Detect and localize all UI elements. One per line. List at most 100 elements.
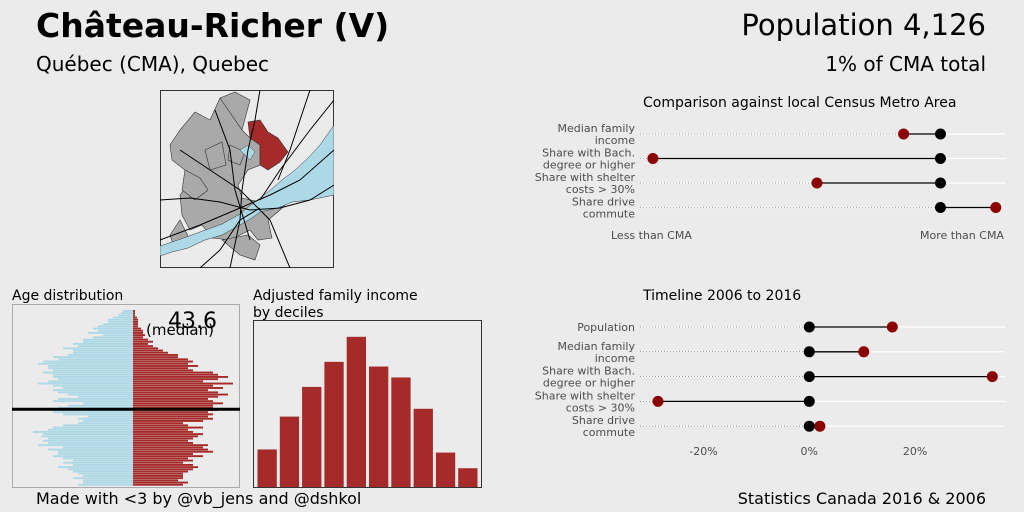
age-bar-male (63, 387, 133, 389)
age-bar-male (53, 376, 133, 378)
age-bar-female (133, 391, 218, 394)
age-bar-female (133, 314, 135, 317)
age-bar-female (133, 411, 208, 414)
age-bar-female (133, 435, 198, 438)
age-bar-female (133, 426, 203, 429)
age-bar-male (48, 428, 133, 431)
age-bar-female (133, 472, 183, 475)
reference-point (803, 346, 815, 358)
value-point (647, 153, 659, 164)
age-bar-female (133, 483, 183, 486)
age-bar-male (43, 360, 133, 363)
value-point (990, 202, 1002, 213)
age-bar-female (133, 459, 193, 462)
category-label: Median family income (558, 340, 636, 365)
age-bar-female (133, 360, 193, 363)
age-bar-male (73, 470, 133, 473)
age-bar-female (133, 332, 143, 334)
age-chart-title: Age distribution (12, 288, 124, 304)
age-bar-female (133, 323, 138, 326)
age-bar-male (93, 327, 133, 330)
age-bar-female (133, 318, 138, 321)
age-bar-male (63, 347, 133, 350)
age-bar-female (133, 428, 188, 431)
age-bar-male (43, 439, 133, 442)
age-bar-male (53, 356, 133, 359)
income-bar (413, 408, 433, 487)
age-bar-female (133, 325, 138, 328)
age-bar-male (58, 450, 133, 453)
age-bar-female (133, 338, 148, 341)
age-bar-male (53, 426, 133, 429)
age-bar-female (133, 477, 183, 480)
age-bar-male (78, 345, 133, 348)
age-bar-female (133, 402, 223, 405)
tick-label: 0% (801, 445, 818, 458)
age-bar-female (133, 378, 218, 381)
age-bar-male (68, 468, 133, 471)
age-bar-female (133, 316, 137, 319)
income-chart-title: Adjusted family income by deciles (253, 288, 418, 321)
age-bar-male (43, 433, 133, 436)
age-bar-male (48, 442, 133, 444)
value-point (986, 371, 998, 383)
age-bar-female (133, 444, 208, 447)
age-bar-male (78, 472, 133, 475)
region-map-icon (160, 90, 334, 268)
age-bar-female (133, 347, 158, 350)
reference-point (934, 153, 946, 164)
value-point (898, 128, 910, 140)
age-bar-male (33, 431, 133, 433)
age-bar-female (133, 464, 193, 466)
age-bar-female (133, 343, 148, 345)
age-bar-male (53, 384, 133, 387)
plot-frame (253, 320, 482, 488)
age-bar-male (78, 395, 133, 398)
age-bar-female (133, 450, 213, 453)
age-bar-female (133, 417, 213, 420)
age-bar-female (133, 468, 193, 471)
reference-point (803, 420, 815, 432)
category-label: Share drive commute (572, 196, 635, 221)
age-bar-male (83, 475, 133, 477)
value-point (652, 395, 664, 407)
tick-label: More than CMA (920, 229, 1004, 242)
age-bar-female (133, 479, 178, 482)
age-bar-female (133, 369, 193, 372)
age-bar-female (133, 448, 208, 451)
age-bar-male (123, 310, 133, 312)
cma-share-label: 1% of CMA total (825, 52, 986, 76)
age-bar-female (133, 400, 213, 403)
age-bar-male (88, 415, 133, 418)
age-bar-female (133, 389, 208, 392)
age-bar-male (48, 365, 133, 367)
age-bar-male (83, 479, 133, 482)
age-bar-male (83, 338, 133, 341)
age-bar-female (133, 457, 188, 460)
age-bar-female (133, 354, 178, 356)
age-bar-male (48, 448, 133, 451)
age-bar-male (113, 316, 133, 319)
category-label: Share with shelter costs > 30% (535, 171, 636, 196)
age-bar-female (133, 310, 135, 312)
median-label: (median) (146, 321, 214, 339)
income-bar (435, 452, 456, 487)
age-bar-male (58, 378, 133, 381)
age-bar-male (103, 334, 133, 337)
age-bar-female (133, 475, 183, 477)
age-bar-male (73, 459, 133, 462)
category-label: Population (577, 321, 635, 334)
age-bar-male (38, 444, 133, 447)
value-point (811, 177, 823, 189)
age-bar-male (38, 362, 133, 365)
age-bar-male (68, 393, 133, 396)
age-bar-male (83, 481, 133, 484)
age-bar-male (108, 321, 133, 323)
age-bar-male (83, 402, 133, 405)
age-bar-male (83, 420, 133, 422)
age-bar-male (108, 318, 133, 321)
age-bar-female (133, 340, 153, 343)
age-bar-male (78, 422, 133, 425)
age-bar-male (83, 340, 133, 343)
age-bar-female (133, 437, 193, 440)
